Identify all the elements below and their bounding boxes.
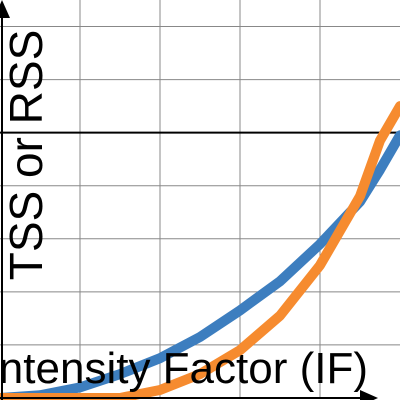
x-axis-arrow [360, 390, 378, 400]
y-axis-arrow [0, 0, 10, 18]
y-axis-label: TSS or RSS [0, 30, 52, 281]
x-axis-label: Intensity Factor (IF) [0, 344, 368, 393]
